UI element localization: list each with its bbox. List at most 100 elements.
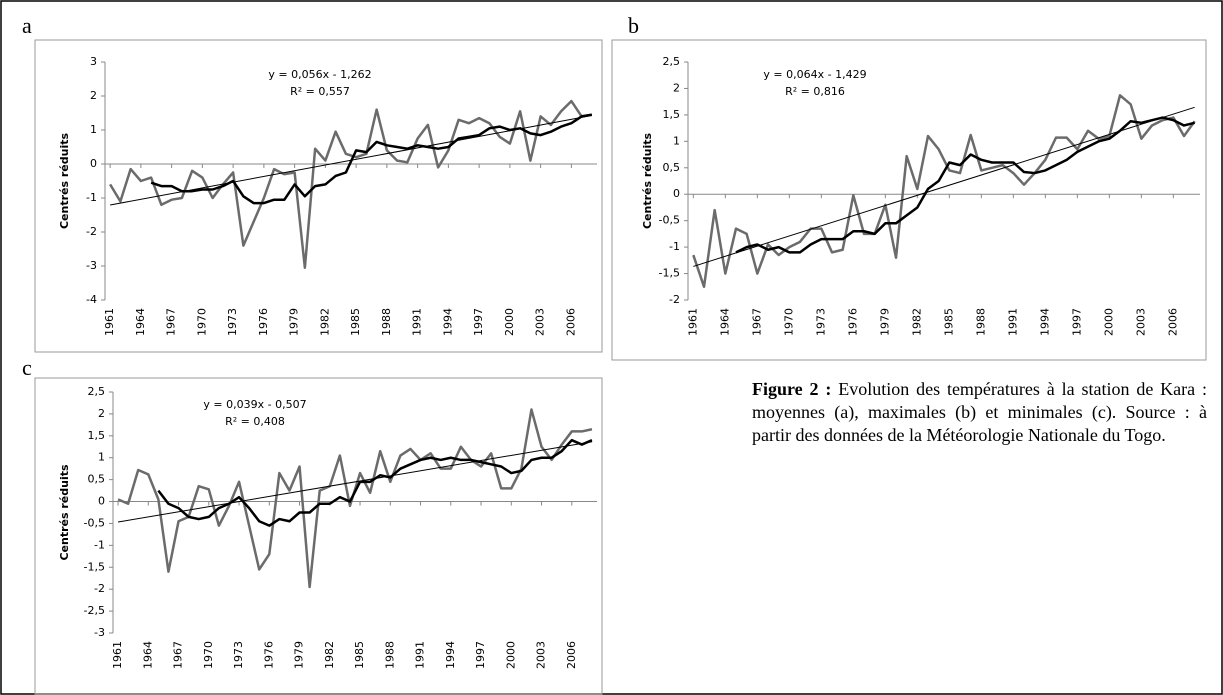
y-tick-label: -1 — [94, 538, 105, 551]
y-tick-label: -2 — [669, 293, 680, 306]
x-tick-label: 1994 — [441, 308, 454, 336]
y-tick-label: 0 — [98, 495, 105, 508]
x-tick-label: 2003 — [534, 308, 547, 336]
y-tick-label: -2,5 — [84, 604, 105, 617]
x-tick-label: 1961 — [103, 308, 116, 336]
x-tick-label: 1976 — [257, 308, 270, 336]
y-tick-label: -3 — [86, 259, 97, 272]
x-tick-label: 2006 — [564, 308, 577, 336]
data-line — [109, 99, 593, 269]
y-tick-label: -1 — [86, 191, 97, 204]
annotation: R² = 0,557 — [290, 85, 350, 98]
x-tick-label: 1988 — [380, 308, 393, 336]
chart-frame — [34, 377, 603, 695]
x-tick-label: 1982 — [323, 641, 336, 669]
x-tick-label: 1970 — [782, 308, 795, 336]
y-tick-label: 0,5 — [663, 161, 681, 174]
x-tick-label: 1979 — [293, 641, 306, 669]
x-tick-label: 1964 — [718, 308, 731, 336]
x-tick-label: 1985 — [353, 641, 366, 669]
x-tick-label: 1964 — [134, 308, 147, 336]
data-line — [693, 106, 1195, 267]
x-tick-label: 2006 — [565, 641, 578, 669]
caption-label: Figure 2 : — [752, 379, 832, 399]
panel-label: b — [628, 13, 639, 38]
y-tick-label: -0,5 — [659, 214, 680, 227]
x-tick-label: 2000 — [504, 641, 517, 669]
x-tick-label: 1973 — [226, 308, 239, 336]
y-tick-label: 1 — [98, 451, 105, 464]
y-tick-label: 1 — [90, 123, 97, 136]
y-tick-label: -1,5 — [84, 560, 105, 573]
annotation: y = 0,056x - 1,262 — [268, 68, 371, 81]
x-tick-label: 1982 — [318, 308, 331, 336]
panel-label: a — [22, 13, 32, 38]
x-tick-label: 1961 — [686, 308, 699, 336]
y-tick-label: 0,5 — [88, 473, 106, 486]
x-tick-label: 1973 — [814, 308, 827, 336]
y-tick-label: -1,5 — [659, 267, 680, 280]
x-tick-label: 1967 — [165, 308, 178, 336]
x-tick-label: 1973 — [232, 641, 245, 669]
y-tick-label: 1,5 — [663, 108, 681, 121]
data-line — [117, 441, 593, 523]
x-tick-label: 2003 — [535, 641, 548, 669]
x-tick-label: 1979 — [288, 308, 301, 336]
x-tick-label: 1991 — [1006, 308, 1019, 336]
x-tick-label: 2000 — [1102, 308, 1115, 336]
y-tick-label: 2 — [90, 89, 97, 102]
x-tick-label: 1994 — [444, 641, 457, 669]
annotation: y = 0,039x - 0,507 — [203, 398, 306, 411]
x-tick-label: 1979 — [878, 308, 891, 336]
x-tick-label: 1967 — [750, 308, 763, 336]
y-tick-label: -4 — [86, 293, 97, 306]
x-tick-label: 1976 — [262, 641, 275, 669]
x-tick-label: 1994 — [1038, 308, 1051, 336]
y-tick-label: -2 — [94, 582, 105, 595]
annotation: R² = 0,408 — [225, 415, 285, 428]
x-tick-label: 2003 — [1134, 308, 1147, 336]
y-tick-label: 1 — [673, 134, 680, 147]
y-tick-label: -0,5 — [84, 516, 105, 529]
caption: Figure 2 : Evolution des températures à … — [752, 378, 1207, 447]
x-tick-label: 1997 — [1070, 308, 1083, 336]
y-tick-label: 2 — [673, 81, 680, 94]
y-tick-label: 1,5 — [88, 429, 106, 442]
x-tick-label: 2006 — [1166, 308, 1179, 336]
x-tick-label: 1964 — [141, 641, 154, 669]
y-axis-label: Centrés réduits — [58, 133, 71, 230]
x-tick-label: 1991 — [414, 641, 427, 669]
data-line — [150, 113, 593, 205]
x-tick-label: 2000 — [503, 308, 516, 336]
data-line — [692, 94, 1196, 289]
x-tick-label: 1988 — [383, 641, 396, 669]
y-tick-label: 3 — [90, 55, 97, 68]
y-tick-label: 0 — [673, 187, 680, 200]
chart-frame — [611, 39, 1207, 361]
data-line — [110, 115, 592, 206]
x-tick-label: 1967 — [172, 641, 185, 669]
x-tick-label: 1976 — [846, 308, 859, 336]
annotation: R² = 0,816 — [785, 85, 845, 98]
x-tick-label: 1997 — [474, 641, 487, 669]
data-line — [117, 408, 593, 589]
chart-frame — [34, 39, 603, 353]
x-tick-label: 1985 — [942, 308, 955, 336]
caption-text: Evolution des températures à la station … — [752, 379, 1207, 445]
y-tick-label: -2 — [86, 225, 97, 238]
y-axis-label: Centrés réduits — [641, 133, 654, 230]
x-tick-label: 1970 — [202, 641, 215, 669]
x-tick-label: 1997 — [472, 308, 485, 336]
x-tick-label: 1988 — [974, 308, 987, 336]
y-axis-label: Centrés réduits — [58, 464, 71, 561]
x-tick-label: 1982 — [910, 308, 923, 336]
annotation: y = 0,064x - 1,429 — [763, 68, 866, 81]
y-tick-label: 0 — [90, 157, 97, 170]
x-tick-label: 1961 — [111, 641, 124, 669]
x-tick-label: 1970 — [195, 308, 208, 336]
y-tick-label: 2,5 — [663, 55, 681, 68]
x-tick-label: 1991 — [411, 308, 424, 336]
x-tick-label: 1985 — [349, 308, 362, 336]
